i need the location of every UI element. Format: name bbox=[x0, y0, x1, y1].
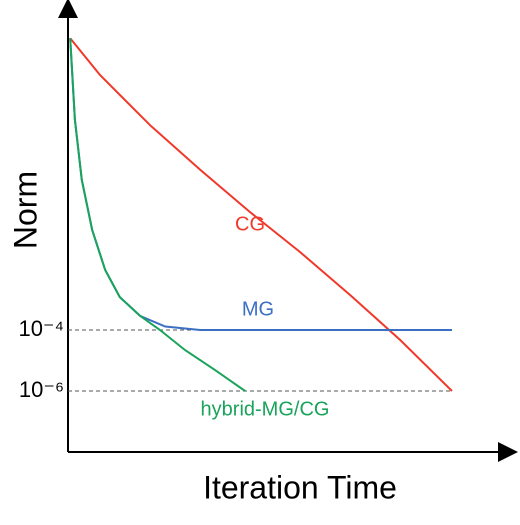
x-axis-label: Iteration Time bbox=[203, 469, 397, 505]
series-line bbox=[69, 38, 452, 331]
series-line bbox=[69, 37, 453, 392]
series-label: MG bbox=[242, 298, 274, 320]
series-label: CG bbox=[235, 213, 265, 235]
series-line bbox=[69, 38, 246, 392]
y-axis-label: Norm bbox=[7, 171, 43, 249]
y-tick-label: 10⁻⁴ bbox=[18, 316, 64, 341]
y-tick-label: 10⁻⁶ bbox=[19, 377, 64, 402]
series-label: hybrid-MG/CG bbox=[201, 398, 330, 420]
